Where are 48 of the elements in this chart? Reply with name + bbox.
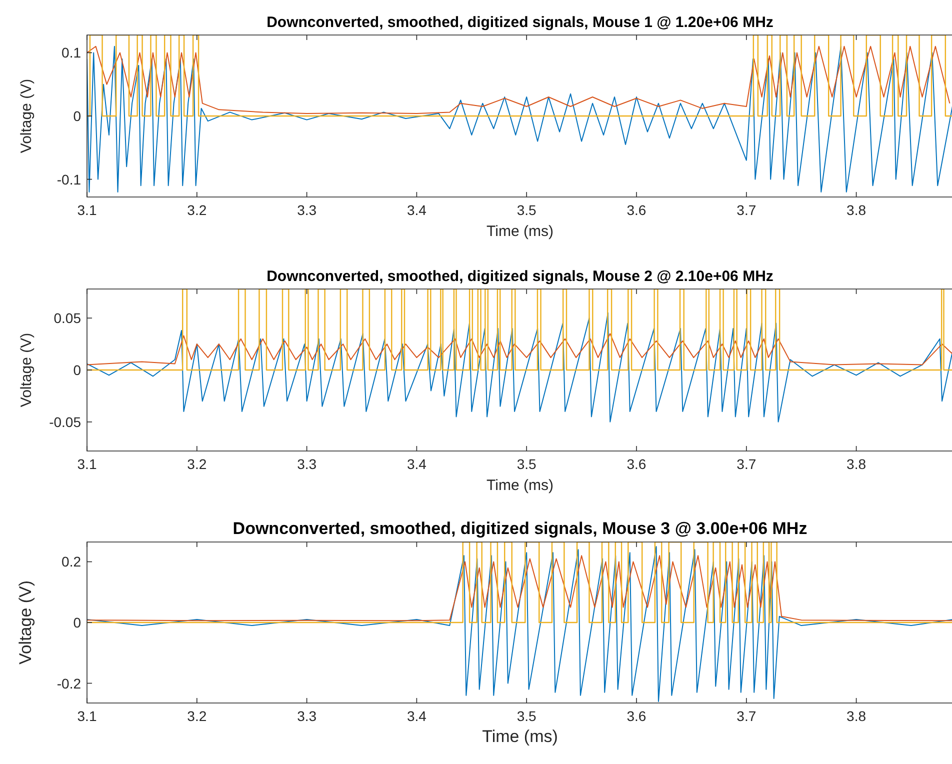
line-series [87, 333, 952, 366]
line-series [87, 555, 952, 622]
x-tick-label: 3.2 [187, 202, 207, 218]
x-tick-label: 3.6 [626, 708, 646, 724]
x-tick-label: 3.8 [846, 456, 866, 472]
y-tick-label: -0.05 [49, 414, 82, 430]
y-tick-label: 0 [73, 614, 82, 630]
chart-title: Downconverted, smoothed, digitized signals, Mouse 3 @ 3.00e+06 MHz [232, 519, 808, 538]
chart-title: Downconverted, smoothed, digitized signals, Mouse 1 @ 1.20e+06 MHz [266, 14, 774, 31]
x-tick-label: 3.7 [736, 202, 756, 218]
x-tick-label: 3.3 [297, 202, 317, 218]
y-axis-title: Voltage (V) [16, 580, 35, 665]
line-series [87, 546, 952, 702]
y-tick-label: 0.1 [62, 44, 82, 61]
y-axis-title: Voltage (V) [18, 332, 35, 408]
x-tick-label: 3.7 [736, 456, 756, 472]
x-axis-title: Time (ms) [482, 727, 558, 746]
x-tick-label: 3.1 [77, 708, 97, 724]
x-axis-title: Time (ms) [486, 477, 554, 494]
x-tick-label: 3.6 [626, 456, 646, 472]
x-tick-label: 3.5 [516, 708, 537, 724]
x-tick-label: 3.4 [406, 708, 427, 724]
x-tick-label: 3.2 [187, 708, 207, 724]
line-series [87, 312, 952, 422]
x-tick-label: 3.5 [516, 202, 537, 218]
chart-title: Downconverted, smoothed, digitized signals, Mouse 2 @ 2.10e+06 MHz [266, 268, 774, 285]
x-tick-label: 3.1 [77, 456, 97, 472]
y-tick-label: 0.2 [62, 554, 82, 570]
line-series [87, 46, 950, 114]
y-axis-title: Voltage (V) [18, 78, 35, 154]
x-tick-label: 3.2 [187, 456, 207, 472]
y-tick-label: 0 [73, 362, 82, 378]
x-tick-label: 3.8 [846, 202, 866, 218]
x-tick-label: 3.4 [406, 202, 427, 218]
line-series [87, 46, 952, 192]
x-axis-title: Time (ms) [486, 223, 554, 240]
x-tick-label: 3.1 [77, 202, 97, 218]
x-tick-label: 3.7 [736, 708, 756, 724]
x-tick-label: 3.3 [297, 708, 317, 724]
x-tick-label: 3.3 [297, 456, 317, 472]
x-tick-label: 3.4 [406, 456, 427, 472]
y-tick-label: -0.2 [56, 675, 82, 692]
y-tick-label: 0 [73, 108, 82, 124]
x-tick-label: 3.6 [626, 202, 646, 218]
y-tick-label: 0.05 [54, 310, 82, 326]
x-tick-label: 3.8 [846, 708, 866, 724]
x-tick-label: 3.5 [516, 456, 537, 472]
y-tick-label: -0.1 [56, 171, 82, 188]
